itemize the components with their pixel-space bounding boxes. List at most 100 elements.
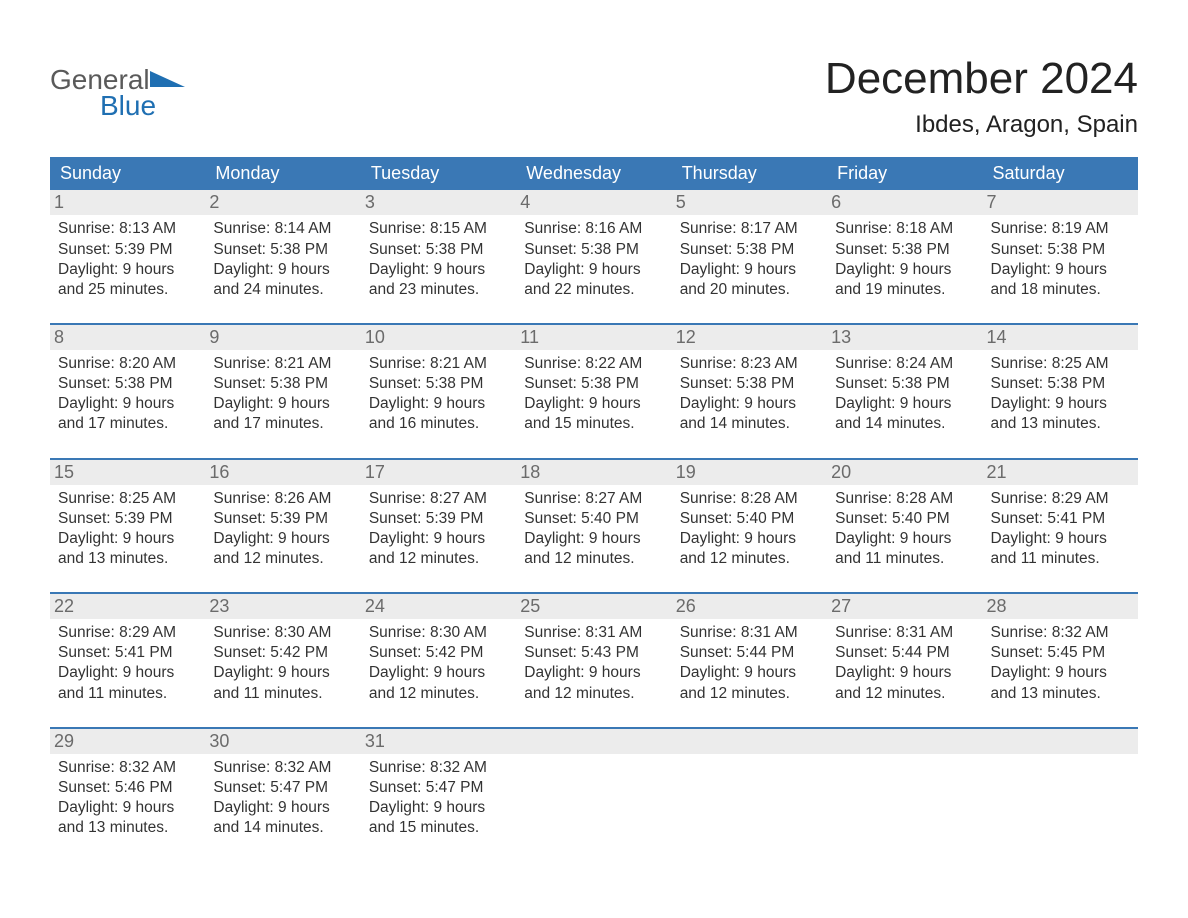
sunset-line: Sunset: 5:38 PM: [367, 240, 510, 260]
daylight-line-2: and 17 minutes.: [56, 414, 199, 434]
daylight-line-2: and 23 minutes.: [367, 280, 510, 300]
sunset-line: Sunset: 5:44 PM: [833, 643, 976, 663]
sunrise-line: Sunrise: 8:32 AM: [367, 758, 510, 778]
header: General Blue December 2024 Ibdes, Aragon…: [50, 55, 1138, 139]
day-cell: 12Sunrise: 8:23 AMSunset: 5:38 PMDayligh…: [672, 324, 827, 441]
sunset-line: Sunset: 5:42 PM: [211, 643, 354, 663]
day-number: 31: [361, 729, 516, 754]
day-cell: [983, 728, 1138, 845]
sunrise-line: Sunrise: 8:28 AM: [833, 489, 976, 509]
dow-thursday: Thursday: [672, 157, 827, 190]
sunrise-line: Sunrise: 8:29 AM: [56, 623, 199, 643]
day-number: 3: [361, 190, 516, 215]
daylight-line-1: Daylight: 9 hours: [367, 260, 510, 280]
sunrise-line: Sunrise: 8:17 AM: [678, 219, 821, 239]
daylight-line-2: and 15 minutes.: [367, 818, 510, 838]
daylight-line-1: Daylight: 9 hours: [367, 663, 510, 683]
day-number: 13: [827, 325, 982, 350]
sunset-line: Sunset: 5:45 PM: [989, 643, 1132, 663]
sunset-line: Sunset: 5:42 PM: [367, 643, 510, 663]
daylight-line-1: Daylight: 9 hours: [211, 394, 354, 414]
sunrise-line: Sunrise: 8:13 AM: [56, 219, 199, 239]
day-number: 5: [672, 190, 827, 215]
sunset-line: Sunset: 5:39 PM: [367, 509, 510, 529]
day-number: 10: [361, 325, 516, 350]
day-number: 7: [983, 190, 1138, 215]
day-number: 27: [827, 594, 982, 619]
daylight-line-2: and 11 minutes.: [56, 684, 199, 704]
day-cell: 10 Sunrise: 8:21 AMSunset: 5:38 PMDayligh…: [361, 324, 516, 441]
day-cell: 31 Sunrise: 8:32 AMSunset: 5:47 PMDayligh…: [361, 728, 516, 845]
daylight-line-1: Daylight: 9 hours: [833, 529, 976, 549]
daylight-line-2: and 12 minutes.: [367, 684, 510, 704]
sunset-line: Sunset: 5:40 PM: [522, 509, 665, 529]
daylight-line-1: Daylight: 9 hours: [367, 798, 510, 818]
sunrise-line: Sunrise: 8:32 AM: [989, 623, 1132, 643]
daylight-line-1: Daylight: 9 hours: [833, 394, 976, 414]
sunset-line: Sunset: 5:46 PM: [56, 778, 199, 798]
daylight-line-2: and 13 minutes.: [989, 414, 1132, 434]
day-cell: 29Sunrise: 8:32 AMSunset: 5:46 PMDayligh…: [50, 728, 205, 845]
sunset-line: Sunset: 5:38 PM: [833, 374, 976, 394]
sunset-line: Sunset: 5:38 PM: [211, 240, 354, 260]
sunset-line: Sunset: 5:38 PM: [211, 374, 354, 394]
day-cell: 18Sunrise: 8:27 AMSunset: 5:40 PMDayligh…: [516, 459, 671, 576]
week-row: 29Sunrise: 8:32 AMSunset: 5:46 PMDayligh…: [50, 728, 1138, 845]
sunset-line: Sunset: 5:38 PM: [56, 374, 199, 394]
location-text: Ibdes, Aragon, Spain: [825, 111, 1138, 139]
day-cell: 7Sunrise: 8:19 AMSunset: 5:38 PMDaylight…: [983, 190, 1138, 306]
sunrise-line: Sunrise: 8:18 AM: [833, 219, 976, 239]
daylight-line-2: and 14 minutes.: [211, 818, 354, 838]
daylight-line-2: and 12 minutes.: [211, 549, 354, 569]
daylight-line-1: Daylight: 9 hours: [56, 260, 199, 280]
daylight-line-1: Daylight: 9 hours: [989, 260, 1132, 280]
daylight-line-1: Daylight: 9 hours: [678, 260, 821, 280]
daylight-line-2: and 13 minutes.: [56, 549, 199, 569]
brand-logo: General Blue: [50, 55, 200, 123]
sunrise-line: Sunrise: 8:23 AM: [678, 354, 821, 374]
daylight-line-1: Daylight: 9 hours: [678, 663, 821, 683]
day-number: 12: [672, 325, 827, 350]
day-cell: 30Sunrise: 8:32 AMSunset: 5:47 PMDayligh…: [205, 728, 360, 845]
day-number: 4: [516, 190, 671, 215]
day-of-week-header-row: Sunday Monday Tuesday Wednesday Thursday…: [50, 157, 1138, 190]
sunrise-line: Sunrise: 8:27 AM: [522, 489, 665, 509]
day-cell: 8Sunrise: 8:20 AMSunset: 5:38 PMDaylight…: [50, 324, 205, 441]
sunset-line: Sunset: 5:38 PM: [522, 240, 665, 260]
generalblue-logo-icon: General Blue: [50, 63, 200, 123]
daylight-line-2: and 12 minutes.: [522, 684, 665, 704]
sunrise-line: Sunrise: 8:30 AM: [367, 623, 510, 643]
sunset-line: Sunset: 5:38 PM: [367, 374, 510, 394]
day-cell: 3Sunrise: 8:15 AMSunset: 5:38 PMDaylight…: [361, 190, 516, 306]
day-number: 22: [50, 594, 205, 619]
daylight-line-2: and 12 minutes.: [678, 684, 821, 704]
day-cell: 16Sunrise: 8:26 AMSunset: 5:39 PMDayligh…: [205, 459, 360, 576]
day-number: 2: [205, 190, 360, 215]
sunset-line: Sunset: 5:38 PM: [678, 240, 821, 260]
daylight-line-2: and 11 minutes.: [833, 549, 976, 569]
daylight-line-1: Daylight: 9 hours: [367, 394, 510, 414]
daylight-line-2: and 14 minutes.: [678, 414, 821, 434]
dow-monday: Monday: [205, 157, 360, 190]
daylight-line-1: Daylight: 9 hours: [56, 798, 199, 818]
day-number: 17: [361, 460, 516, 485]
day-cell: [672, 728, 827, 845]
day-number: 1: [50, 190, 205, 215]
day-number: 18: [516, 460, 671, 485]
day-cell: 17Sunrise: 8:27 AMSunset: 5:39 PMDayligh…: [361, 459, 516, 576]
sunrise-line: Sunrise: 8:21 AM: [367, 354, 510, 374]
sunrise-line: Sunrise: 8:31 AM: [522, 623, 665, 643]
sunset-line: Sunset: 5:47 PM: [367, 778, 510, 798]
daylight-line-2: and 20 minutes.: [678, 280, 821, 300]
day-number: 16: [205, 460, 360, 485]
daylight-line-1: Daylight: 9 hours: [833, 663, 976, 683]
week-row: 22Sunrise: 8:29 AMSunset: 5:41 PMDayligh…: [50, 593, 1138, 710]
sunrise-line: Sunrise: 8:19 AM: [989, 219, 1132, 239]
daylight-line-1: Daylight: 9 hours: [56, 529, 199, 549]
day-number: 15: [50, 460, 205, 485]
day-number: 19: [672, 460, 827, 485]
dow-tuesday: Tuesday: [361, 157, 516, 190]
sunrise-line: Sunrise: 8:16 AM: [522, 219, 665, 239]
sunset-line: Sunset: 5:39 PM: [211, 509, 354, 529]
daylight-line-2: and 12 minutes.: [833, 684, 976, 704]
